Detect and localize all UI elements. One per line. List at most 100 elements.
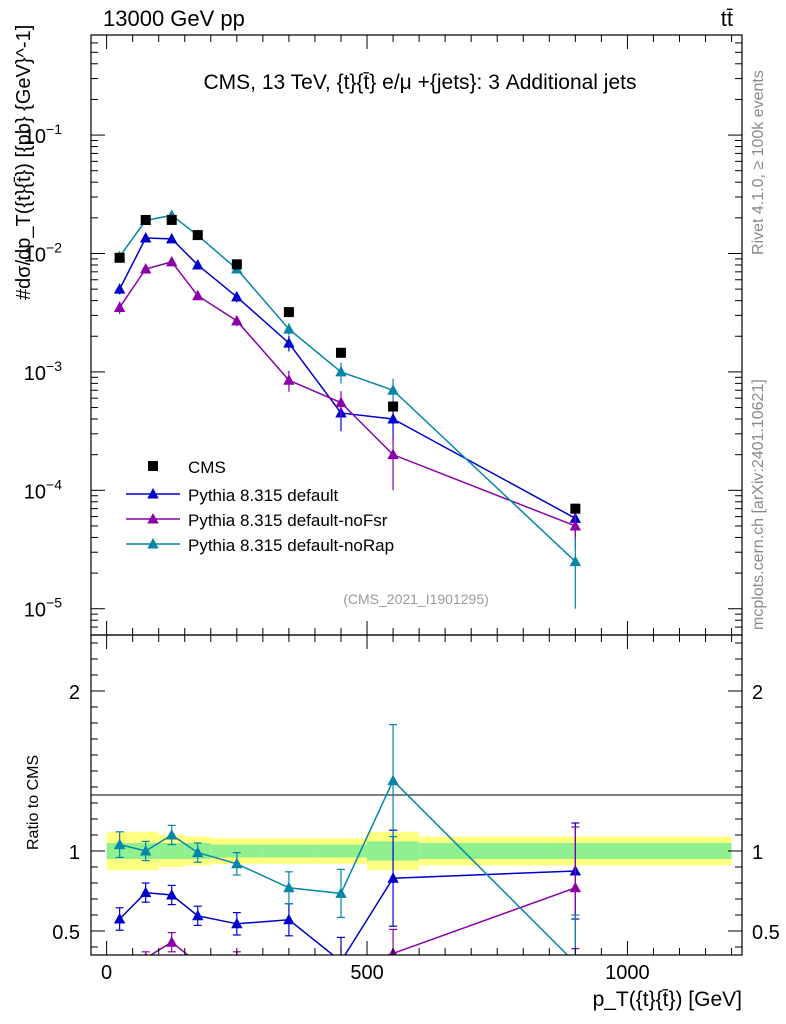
ratio-point-triangle xyxy=(192,957,203,968)
legend-marker-triangle xyxy=(147,488,159,499)
ratio-point-triangle xyxy=(192,909,204,921)
ratio-point-triangle xyxy=(335,887,347,898)
legend-label: Pythia 8.315 default-noRap xyxy=(188,536,394,555)
ratio-series-line xyxy=(119,779,569,955)
x-tick-label: 1000 xyxy=(605,962,650,984)
main-series-line xyxy=(119,214,576,563)
main-panel: 10−5 10−4 10−3 10−2 10−1 CMS, 13 TeV, {t}{t̄… xyxy=(13,25,743,636)
data-point-square xyxy=(192,230,203,241)
main-y-tick-label: 10−1 xyxy=(24,121,62,148)
ratio-y-tick-label: 2 xyxy=(69,682,80,704)
main-point-triangle xyxy=(192,289,204,301)
ratio-point-triangle xyxy=(283,913,295,925)
main-y-tick-label: 10−3 xyxy=(24,358,62,385)
legend-marker-triangle xyxy=(147,513,159,524)
ratio-point-triangle xyxy=(114,959,125,970)
ratio-point-triangle xyxy=(166,829,178,840)
analysis-tag: (CMS_2021_I1901295) xyxy=(343,591,489,607)
main-point-triangle xyxy=(113,301,126,312)
legend-label: Pythia 8.315 default-noFsr xyxy=(188,511,388,530)
main-y-tick-label: 10−2 xyxy=(24,239,62,266)
ratio-series-group xyxy=(113,723,582,976)
ratio-bands xyxy=(106,831,732,871)
ratio-point-triangle xyxy=(387,872,399,883)
main-point-triangle xyxy=(335,365,347,377)
ratio-point-triangle xyxy=(231,917,243,929)
x-axis-label: p_T({t}{t̄}) [GeV] xyxy=(593,988,742,1011)
ratio-point-triangle xyxy=(569,881,582,893)
main-x-ticks xyxy=(106,35,733,635)
ratio-point-triangle xyxy=(335,965,346,976)
main-series-group xyxy=(113,209,582,609)
ratio-point-triangle xyxy=(283,963,294,974)
main-point-triangle xyxy=(166,232,178,244)
main-point-triangle xyxy=(139,262,152,274)
data-point-square xyxy=(231,259,242,270)
main-point-triangle xyxy=(569,519,582,531)
data-point-square xyxy=(283,307,294,318)
legend: CMS Pythia 8.315 default Pythia 8.315 defa… xyxy=(126,458,394,555)
energy-label: 13000 GeV pp xyxy=(103,6,245,31)
ratio-point-triangle xyxy=(192,846,204,858)
ratio-point-triangle xyxy=(387,774,399,786)
process-label: tt̄ xyxy=(721,6,733,31)
ratio-y-axis-label: Ratio to CMS xyxy=(25,755,42,850)
x-tick-label: 0 xyxy=(101,962,112,984)
legend-marker-triangle xyxy=(147,538,159,549)
legend-label: Pythia 8.315 default xyxy=(188,486,339,505)
ratio-point-triangle xyxy=(139,845,152,856)
main-point-triangle xyxy=(192,258,204,270)
ratio-y-tick-label-right: 0.5 xyxy=(752,922,780,944)
ratio-point-triangle xyxy=(335,955,346,966)
ratio-band-green xyxy=(158,843,185,859)
main-y-axis-label: #dσ/dp_T({t}{t̄}) [{pb} {GeV}^-1] xyxy=(13,25,35,300)
ratio-point-triangle xyxy=(166,936,178,947)
ratio-band-green xyxy=(314,844,368,858)
ratio-band-green xyxy=(262,844,315,858)
main-point-triangle xyxy=(387,448,399,460)
ratio-y-tick-label-right: 1 xyxy=(752,842,763,864)
side-source-label: mcplots.cern.ch [arXiv:2401.10621] xyxy=(750,379,767,630)
main-point-triangle xyxy=(387,384,399,395)
data-point-square xyxy=(388,401,399,412)
main-point-triangle xyxy=(569,555,582,567)
ratio-x-ticks: 0 500 1000 xyxy=(101,635,733,984)
main-y-tick-label: 10−5 xyxy=(24,595,62,622)
main-point-triangle xyxy=(283,337,295,348)
ratio-point-triangle xyxy=(144,952,148,955)
ratio-point-triangle xyxy=(231,857,243,869)
main-y-tick-label: 10−4 xyxy=(24,476,62,503)
ratio-series-line xyxy=(119,870,576,955)
main-point-triangle xyxy=(113,283,126,294)
ratio-point-triangle xyxy=(113,913,126,924)
legend-marker-square xyxy=(148,461,158,471)
ratio-series-line xyxy=(149,887,576,955)
main-point-triangle xyxy=(231,290,243,302)
ratio-point-triangle xyxy=(139,886,152,898)
ratio-y-tick-label: 1 xyxy=(69,842,80,864)
legend-label: CMS xyxy=(188,458,226,477)
main-point-triangle xyxy=(139,232,152,243)
main-point-triangle xyxy=(335,396,347,408)
ratio-y-tick-label-right: 2 xyxy=(752,682,763,704)
ratio-y-tick-label: 0.5 xyxy=(52,922,80,944)
main-point-triangle xyxy=(166,255,178,267)
ratio-point-triangle xyxy=(283,881,295,893)
ratio-point-triangle xyxy=(113,838,126,850)
ratio-band-green xyxy=(210,844,263,858)
main-point-triangle xyxy=(283,374,295,385)
ratio-point-triangle xyxy=(570,957,581,968)
chart-title: CMS, 13 TeV, {t}{t̄} e/μ +{jets}: 3 Addi… xyxy=(204,71,637,94)
main-point-triangle xyxy=(387,413,399,424)
data-point-square xyxy=(166,214,177,225)
ratio-frame xyxy=(90,634,743,956)
data-point-square xyxy=(140,214,151,225)
ratio-point-triangle xyxy=(166,889,178,900)
side-version-label: Rivet 4.1.0, ≥ 100k events xyxy=(750,70,767,255)
main-point-triangle xyxy=(231,314,243,326)
ratio-y-ticks: 0.5 0.5 1 1 2 2 xyxy=(52,642,780,948)
main-point-triangle xyxy=(283,323,295,334)
data-point-square xyxy=(570,503,581,514)
ratio-panel: 0.5 0.5 1 1 2 2 0 500 1000 Ratio to CMS p_T({t}… xyxy=(25,634,780,1011)
